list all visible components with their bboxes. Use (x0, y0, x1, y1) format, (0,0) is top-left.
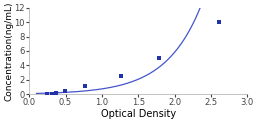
X-axis label: Optical Density: Optical Density (101, 109, 176, 119)
Y-axis label: Concentration(ng/mL): Concentration(ng/mL) (4, 1, 13, 101)
